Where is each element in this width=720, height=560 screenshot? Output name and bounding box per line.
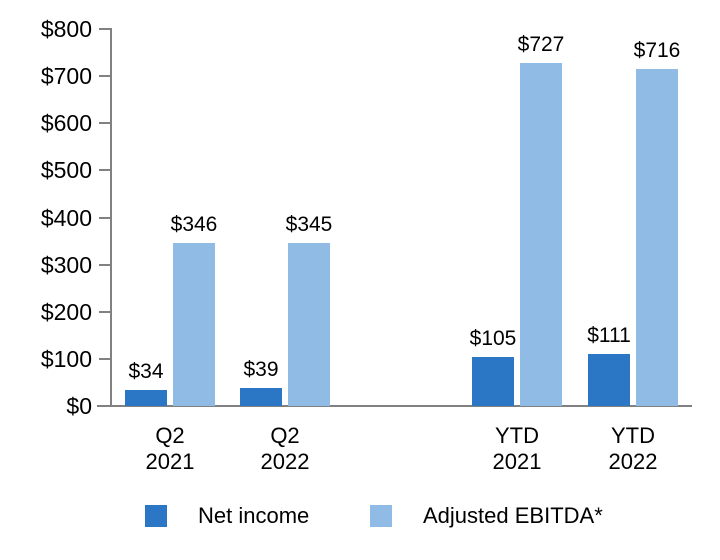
bar-adjusted-ebitda-ytd-2021 — [520, 63, 562, 406]
y-axis-tick-label: $100 — [40, 345, 92, 372]
y-axis-tick — [99, 75, 112, 78]
data-label-net-income-q2-2021: $34 — [128, 360, 164, 383]
bar-adjusted-ebitda-q2-2021 — [173, 243, 215, 406]
y-axis-tick-label: $0 — [66, 393, 92, 419]
y-axis-tick — [99, 357, 112, 360]
y-axis-tick-label: $500 — [40, 157, 92, 184]
legend-label-adjusted-ebitda: Adjusted EBITDA* — [423, 503, 603, 528]
legend-item-adjusted-ebitda: Adjusted EBITDA* — [370, 503, 603, 529]
bar-net-income-q2-2021 — [125, 390, 167, 406]
data-label-adjusted-ebitda-q2-2021: $346 — [170, 213, 218, 236]
x-axis-category-label-ytd-2021: YTD 2021 — [492, 423, 542, 474]
data-label-adjusted-ebitda-ytd-2021: $727 — [517, 33, 565, 56]
bar-adjusted-ebitda-ytd-2022 — [636, 69, 678, 406]
y-axis-tick — [99, 263, 112, 266]
legend-label-net-income: Net income — [198, 503, 310, 528]
data-label-adjusted-ebitda-ytd-2022: $716 — [633, 39, 681, 62]
y-axis-tick-label: $200 — [40, 298, 92, 325]
x-axis-line — [97, 405, 692, 407]
y-axis-line — [110, 29, 112, 406]
x-axis-category-label-q2-2021: Q2 2021 — [145, 423, 195, 474]
data-label-net-income-q2-2022: $39 — [243, 358, 279, 381]
y-axis-tick — [99, 216, 112, 219]
y-axis-tick-label: $300 — [40, 251, 92, 278]
data-label-net-income-ytd-2021: $105 — [469, 327, 517, 350]
x-axis-category-label-q2-2022: Q2 2022 — [260, 423, 310, 474]
y-axis-tick-label: $800 — [40, 16, 92, 42]
y-axis-tick — [99, 169, 112, 172]
y-axis-tick — [99, 310, 112, 313]
legend-item-net-income: Net income — [145, 503, 309, 529]
bar-net-income-ytd-2022 — [588, 354, 630, 406]
adjusted-ebitda-swatch — [370, 505, 392, 527]
x-axis-category-label-ytd-2022: YTD 2022 — [608, 423, 658, 474]
y-axis-tick — [99, 122, 112, 125]
data-label-adjusted-ebitda-q2-2022: $345 — [285, 213, 333, 236]
bar-net-income-q2-2022 — [240, 388, 282, 406]
y-axis-tick-label: $400 — [40, 204, 92, 231]
bar-adjusted-ebitda-q2-2022 — [288, 243, 330, 406]
y-axis-tick-label: $700 — [40, 63, 92, 90]
y-axis-tick — [99, 28, 112, 30]
data-label-net-income-ytd-2022: $111 — [587, 324, 631, 347]
legend: Net income Adjusted EBITDA* — [0, 503, 720, 531]
net-income-swatch — [145, 505, 167, 527]
y-axis-tick-label: $600 — [40, 110, 92, 137]
bar-net-income-ytd-2021 — [472, 357, 514, 406]
